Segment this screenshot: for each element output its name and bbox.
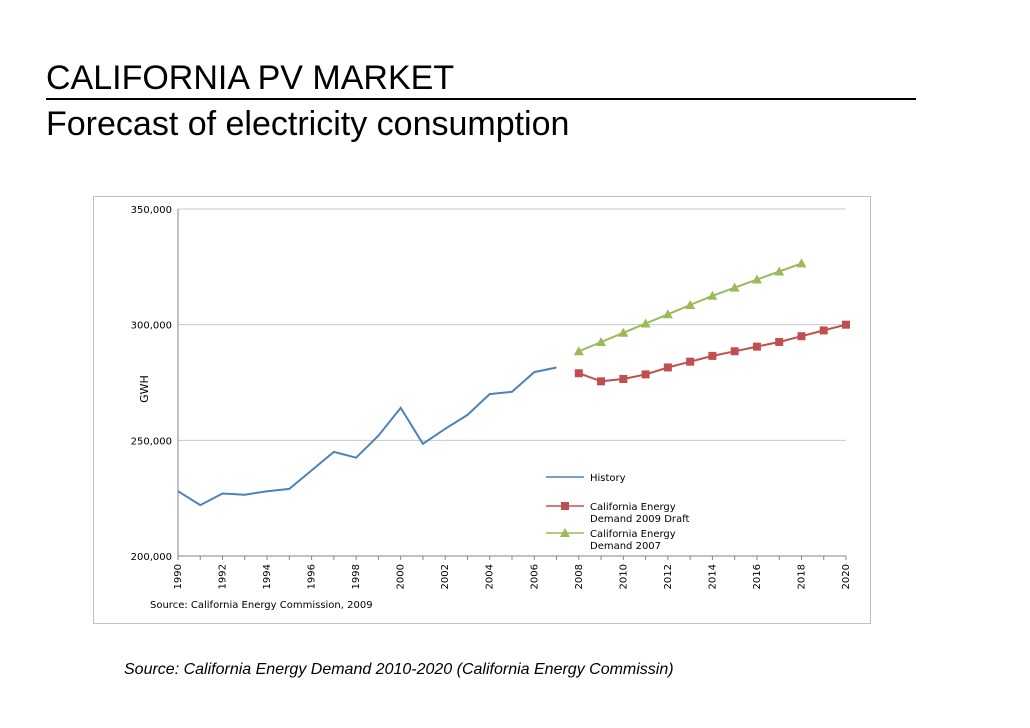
x-tick-label: 2008: [574, 564, 585, 589]
data-point-square: [641, 370, 650, 379]
data-point-triangle: [573, 346, 584, 356]
series-layer: [177, 258, 850, 507]
data-point-square: [597, 377, 606, 386]
data-point-square: [842, 320, 850, 329]
y-tick-label: 250,000: [131, 436, 172, 447]
x-tick-label: 1992: [218, 564, 229, 589]
series-line-0: [177, 366, 557, 507]
data-point-square: [708, 351, 717, 360]
electricity-consumption-chart: 200,000 250,000 300,000 350,000 1990 1992 1994…: [131, 205, 852, 611]
data-point-triangle: [751, 274, 762, 284]
data-point-triangle: [729, 282, 740, 292]
x-tick-label: 2006: [529, 564, 540, 589]
y-tick-label: 350,000: [131, 205, 172, 216]
data-point-triangle: [662, 309, 673, 319]
x-tick-label: 2016: [752, 564, 763, 589]
slide-title: CALIFORNIA PV MARKET: [46, 58, 916, 100]
data-point-square: [819, 326, 828, 335]
data-point-square: [663, 363, 672, 372]
data-point-square: [752, 342, 761, 351]
slide-source-footer: Source: California Energy Demand 2010-20…: [124, 661, 674, 678]
data-point-square: [686, 357, 695, 366]
x-tick-label: 2012: [663, 564, 674, 589]
legend: History California Energy Demand 2009 Draf…: [546, 473, 689, 552]
x-tick-label: 2018: [796, 564, 807, 589]
x-tick-label: 1990: [173, 564, 184, 589]
x-tick-label: 2002: [440, 564, 451, 589]
data-point-square: [775, 338, 784, 347]
data-point-square: [574, 369, 583, 378]
legend-label: California Energy Demand 2009 Draft: [590, 502, 689, 525]
x-tick-label: 2010: [618, 564, 629, 589]
data-point-triangle: [774, 266, 785, 276]
data-point-square: [730, 347, 739, 356]
x-tick-label: 2004: [485, 564, 496, 589]
x-tick-label: 2000: [396, 564, 407, 589]
data-point-triangle: [618, 327, 629, 337]
legend-label: California Energy Demand 2007: [590, 529, 676, 552]
legend-swatch-square: [561, 502, 569, 510]
data-point-triangle: [596, 337, 607, 347]
data-point-triangle: [685, 300, 696, 310]
y-tick-label: 200,000: [131, 552, 172, 563]
grid-layer: [178, 208, 846, 557]
x-tick-label: 1996: [307, 564, 318, 589]
chart-source-note: Source: California Energy Commission, 20…: [150, 600, 373, 611]
axis-layer: 200,000 250,000 300,000 350,000 1990 1992 1994…: [131, 205, 852, 589]
data-point-triangle: [640, 318, 651, 328]
legend-label: History: [590, 473, 626, 484]
legend-swatch-triangle: [560, 528, 570, 537]
x-tick-label: 1994: [262, 564, 273, 589]
data-point-triangle: [796, 258, 807, 268]
chart-frame: 200,000 250,000 300,000 350,000 1990 1992 1994…: [93, 196, 871, 624]
slide-subtitle: Forecast of electricity consumption: [46, 105, 570, 143]
x-tick-label: 2020: [841, 564, 852, 589]
x-tick-label: 2014: [707, 564, 718, 589]
y-tick-label: 300,000: [131, 321, 172, 332]
y-axis-label: GWH: [138, 375, 151, 403]
x-tick-label: 1998: [351, 564, 362, 589]
data-point-square: [619, 375, 628, 384]
data-point-triangle: [707, 290, 718, 300]
data-point-square: [797, 332, 806, 341]
